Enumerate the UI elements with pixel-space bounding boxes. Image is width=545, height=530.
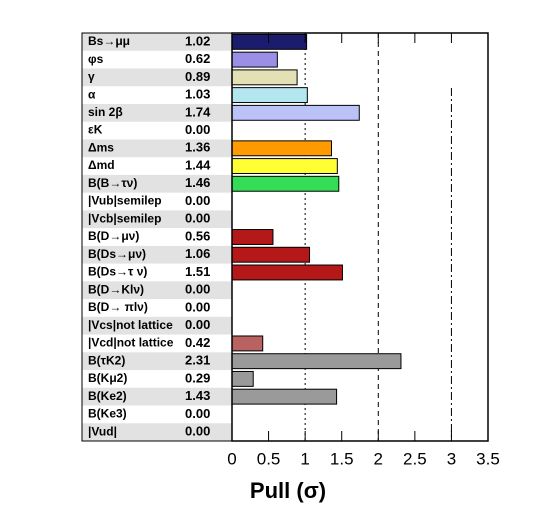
category-label: B(D→μν) (88, 229, 139, 243)
category-label: B(τK2) (88, 353, 125, 367)
value-label: 0.00 (185, 406, 210, 421)
value-label: 0.00 (185, 317, 210, 332)
row-shade (82, 210, 232, 229)
bar (231, 140, 332, 157)
category-label: B(D→ πlν) (88, 300, 148, 314)
category-label: B(Ke2) (88, 389, 127, 403)
value-label: 1.03 (185, 87, 210, 102)
bar (231, 33, 308, 50)
bar (231, 87, 308, 104)
row-shade (82, 316, 232, 335)
value-label: 0.42 (185, 335, 210, 350)
bar (231, 335, 264, 352)
bar (231, 69, 298, 86)
row-shade (82, 281, 232, 300)
row-shade (82, 33, 232, 51)
category-label: Δmd (88, 158, 115, 172)
value-label: 0.00 (185, 282, 210, 297)
category-label: B(Ke3) (88, 407, 127, 421)
bar (231, 229, 274, 245)
category-label: α (88, 87, 96, 101)
value-label: 1.74 (185, 104, 211, 119)
bar (231, 246, 311, 263)
row-shade (82, 103, 232, 122)
row-shade (82, 68, 232, 87)
category-label: |Vub|semilep (88, 194, 162, 208)
value-label: 1.51 (185, 264, 210, 279)
plot-frame (231, 32, 489, 442)
x-tick-label: 3.5 (476, 449, 500, 468)
value-label: 2.31 (185, 353, 210, 368)
bar (231, 104, 360, 121)
category-label: Δms (88, 140, 114, 154)
bar (231, 175, 340, 192)
value-label: 0.00 (185, 122, 210, 137)
bar (231, 353, 402, 370)
bar (231, 370, 254, 387)
value-label: 0.89 (185, 69, 210, 84)
bar (231, 158, 338, 174)
bar (231, 51, 278, 68)
x-tick-label: 0 (227, 449, 236, 468)
bar (231, 388, 338, 405)
category-label: εK (88, 123, 103, 137)
value-label: 1.02 (185, 33, 210, 48)
value-label: 0.00 (185, 211, 210, 226)
bar (231, 264, 343, 281)
value-label: 1.43 (185, 388, 210, 403)
row-shade (82, 423, 232, 441)
category-label: B(Kμ2) (88, 371, 127, 385)
category-label: sin 2β (88, 105, 123, 119)
x-tick-label: 2.5 (403, 449, 427, 468)
x-tick-label: 3 (447, 449, 456, 468)
x-tick-label: 1 (300, 449, 309, 468)
row-shade (82, 139, 232, 158)
value-label: 1.46 (185, 175, 210, 190)
value-label: 0.56 (185, 228, 210, 243)
value-label: 1.36 (185, 140, 210, 155)
value-label: 0.62 (185, 51, 210, 66)
category-label: B(B→τν) (88, 176, 137, 190)
category-label: B(Ds→μν) (88, 247, 146, 261)
category-label: Bs→μμ (88, 34, 130, 48)
category-label: |Vcd|not lattice (88, 336, 174, 350)
x-tick-label: 0.5 (257, 449, 281, 468)
category-label: |Vcs|not lattice (88, 318, 173, 332)
row-shade (82, 245, 232, 264)
category-label: |Vcb|semilep (88, 211, 161, 225)
row-shade (82, 387, 232, 406)
value-label: 0.00 (185, 193, 210, 208)
category-label: φs (88, 52, 104, 66)
x-tick-label: 2 (374, 449, 383, 468)
value-label: 1.44 (185, 157, 211, 172)
value-label: 1.06 (185, 246, 210, 261)
value-label: 0.00 (185, 299, 210, 314)
x-axis-label: Pull (σ) (250, 478, 326, 503)
category-label: |Vud| (88, 424, 117, 438)
value-label: 0.29 (185, 370, 210, 385)
category-label: B(Ds→τ ν) (88, 265, 147, 279)
category-label: B(D→Klν) (88, 282, 144, 296)
value-label: 0.00 (185, 424, 210, 439)
category-label: γ (88, 70, 95, 84)
row-shade (82, 174, 232, 193)
row-shade (82, 352, 232, 371)
x-tick-label: 1.5 (330, 449, 354, 468)
